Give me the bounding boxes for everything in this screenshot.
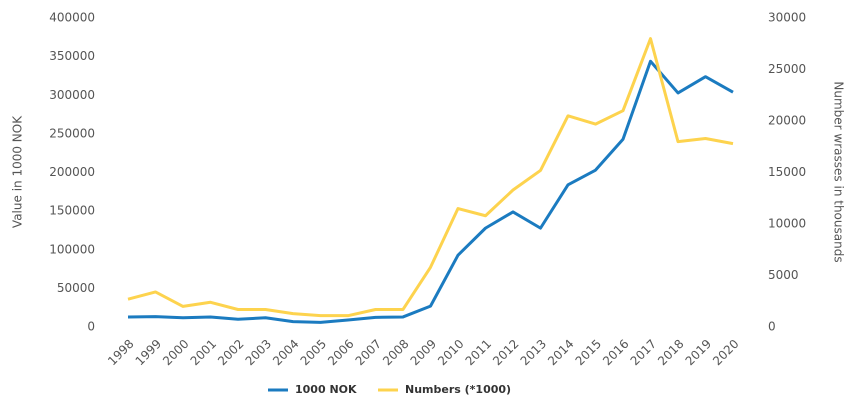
x-tick-label: 2003 bbox=[243, 337, 274, 368]
y-tick-label: 0 bbox=[87, 320, 95, 334]
x-tick-label: 2019 bbox=[683, 337, 714, 368]
y-tick-label: 200000 bbox=[49, 165, 95, 179]
y-tick-label: 150000 bbox=[49, 204, 95, 218]
line-series bbox=[127, 37, 734, 318]
y2-tick-label: 0 bbox=[768, 320, 776, 334]
x-tick-label: 2000 bbox=[160, 337, 191, 368]
y2-axis-title: Number wrasses in thousands bbox=[832, 81, 846, 262]
y-tick-label: 300000 bbox=[49, 88, 95, 102]
x-tick-label: 2007 bbox=[353, 337, 384, 368]
y2-tick-label: 25000 bbox=[768, 62, 806, 76]
x-tick-label: 2013 bbox=[518, 337, 549, 368]
y2-tick-label: 30000 bbox=[768, 11, 806, 25]
x-tick-label: 2016 bbox=[600, 337, 631, 368]
x-tick-label: 2008 bbox=[380, 337, 411, 368]
x-tick-label: 2014 bbox=[545, 337, 576, 368]
y-tick-label: 100000 bbox=[49, 242, 95, 256]
x-tick-label: 2020 bbox=[710, 337, 741, 368]
y-axis-title: Value in 1000 NOK bbox=[11, 115, 25, 228]
y-tick-label: 350000 bbox=[49, 49, 95, 63]
y-tick-label: 50000 bbox=[57, 281, 95, 295]
x-tick-label: 2010 bbox=[435, 337, 466, 368]
x-tick-label: 2017 bbox=[628, 337, 659, 368]
x-tick-label: 1998 bbox=[105, 337, 136, 368]
x-tick-label: 2012 bbox=[490, 337, 521, 368]
x-tick-label: 2005 bbox=[298, 337, 329, 368]
line-series bbox=[127, 59, 734, 324]
x-tick-label: 2009 bbox=[408, 337, 439, 368]
x-tick-label: 2015 bbox=[573, 337, 604, 368]
x-tick-label: 2001 bbox=[188, 337, 219, 368]
y2-tick-label: 5000 bbox=[768, 268, 799, 282]
y2-tick-label: 15000 bbox=[768, 165, 806, 179]
y-tick-label: 250000 bbox=[49, 126, 95, 140]
legend-label: 1000 NOK bbox=[295, 383, 357, 396]
y-tick-label: 400000 bbox=[49, 11, 95, 25]
x-tick-label: 2011 bbox=[463, 337, 494, 368]
x-tick-label: 2006 bbox=[325, 337, 356, 368]
x-tick-label: 2004 bbox=[270, 337, 301, 368]
x-tick-label: 2018 bbox=[655, 337, 686, 368]
y2-tick-label: 20000 bbox=[768, 114, 806, 128]
legend-label: Numbers (*1000) bbox=[405, 383, 511, 396]
x-tick-label: 2002 bbox=[215, 337, 246, 368]
y2-tick-label: 10000 bbox=[768, 217, 806, 231]
x-tick-label: 1999 bbox=[133, 337, 164, 368]
